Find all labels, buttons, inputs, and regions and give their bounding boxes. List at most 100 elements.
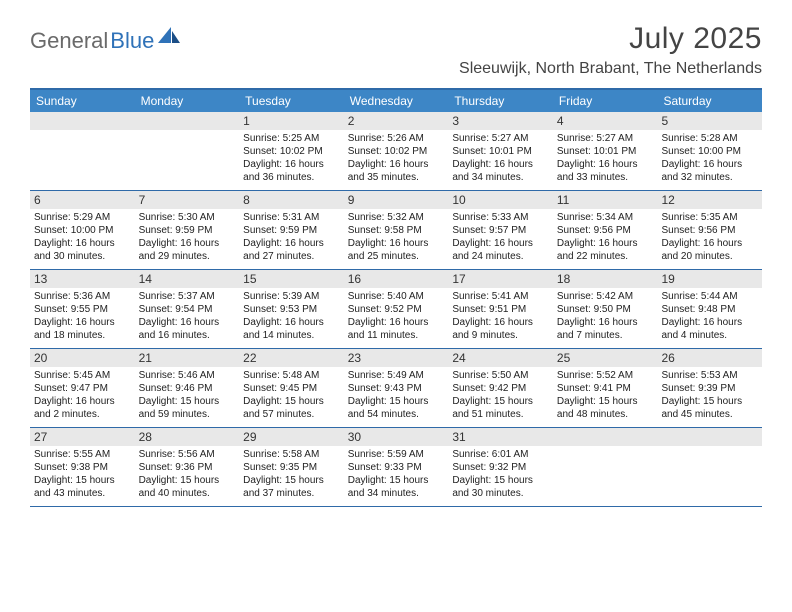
day-number: 1: [239, 112, 344, 130]
sunrise-line: Sunrise: 5:32 AM: [348, 211, 445, 224]
day-number: 4: [553, 112, 658, 130]
sunset-line: Sunset: 9:52 PM: [348, 303, 445, 316]
sunrise-line: Sunrise: 5:41 AM: [452, 290, 549, 303]
day-cell: 13Sunrise: 5:36 AMSunset: 9:55 PMDayligh…: [30, 270, 135, 348]
sunrise-line: Sunrise: 5:39 AM: [243, 290, 340, 303]
daylight-line: Daylight: 16 hours and 27 minutes.: [243, 237, 340, 263]
day-number: 7: [135, 191, 240, 209]
day-cell: 23Sunrise: 5:49 AMSunset: 9:43 PMDayligh…: [344, 349, 449, 427]
day-body: Sunrise: 5:37 AMSunset: 9:54 PMDaylight:…: [135, 288, 240, 348]
day-cell: [657, 428, 762, 506]
day-cell: 28 Sunrise: 5:56 AMSunset: 9:36 PMDayligh…: [135, 428, 240, 506]
daylight-line: Daylight: 16 hours and 2 minutes.: [34, 395, 131, 421]
day-cell: 21Sunrise: 5:46 AMSunset: 9:46 PMDayligh…: [135, 349, 240, 427]
daylight-line: Daylight: 15 hours and 54 minutes.: [348, 395, 445, 421]
sunrise-line: Sunrise: 5:58 AM: [243, 448, 340, 461]
daylight-line: Daylight: 16 hours and 16 minutes.: [139, 316, 236, 342]
daylight-line: Daylight: 16 hours and 36 minutes.: [243, 158, 340, 184]
day-number-empty: [553, 428, 658, 446]
day-cell: 30Sunrise: 5:59 AMSunset: 9:33 PMDayligh…: [344, 428, 449, 506]
day-cell: [30, 112, 135, 190]
sunrise-line: Sunrise: 5:59 AM: [348, 448, 445, 461]
day-body: Sunrise: 5:58 AMSunset: 9:35 PMDaylight:…: [239, 446, 344, 506]
day-cell: 5Sunrise: 5:28 AMSunset: 10:00 PMDayligh…: [657, 112, 762, 190]
day-cell: 2Sunrise: 5:26 AMSunset: 10:02 PMDayligh…: [344, 112, 449, 190]
day-number: 28: [135, 428, 240, 446]
week-row: 6Sunrise: 5:29 AMSunset: 10:00 PMDayligh…: [30, 191, 762, 270]
day-body: Sunrise: 5:52 AMSunset: 9:41 PMDaylight:…: [553, 367, 658, 427]
location: Sleeuwijk, North Brabant, The Netherland…: [459, 60, 762, 78]
day-number: 5: [657, 112, 762, 130]
sunrise-line: Sunrise: 5:45 AM: [34, 369, 131, 382]
day-header: Sunday: [30, 90, 135, 112]
day-cell: 3Sunrise: 5:27 AMSunset: 10:01 PMDayligh…: [448, 112, 553, 190]
day-cell: 19Sunrise: 5:44 AMSunset: 9:48 PMDayligh…: [657, 270, 762, 348]
daylight-line: Daylight: 16 hours and 25 minutes.: [348, 237, 445, 263]
day-body: Sunrise: 5:34 AMSunset: 9:56 PMDaylight:…: [553, 209, 658, 269]
daylight-line: Daylight: 16 hours and 4 minutes.: [661, 316, 758, 342]
daylight-line: Daylight: 16 hours and 20 minutes.: [661, 237, 758, 263]
day-number: 11: [553, 191, 658, 209]
day-number: 13: [30, 270, 135, 288]
sunset-line: Sunset: 9:36 PM: [139, 461, 236, 474]
sunrise-line: Sunrise: 5:27 AM: [557, 132, 654, 145]
daylight-line: Daylight: 15 hours and 40 minutes.: [139, 474, 236, 500]
day-body: Sunrise: 5:28 AMSunset: 10:00 PMDaylight…: [657, 130, 762, 190]
sunrise-line: Sunrise: 5:31 AM: [243, 211, 340, 224]
sunrise-line: Sunrise: 5:46 AM: [139, 369, 236, 382]
day-number: 8: [239, 191, 344, 209]
sunset-line: Sunset: 9:46 PM: [139, 382, 236, 395]
day-cell: 22Sunrise: 5:48 AMSunset: 9:45 PMDayligh…: [239, 349, 344, 427]
sunset-line: Sunset: 9:59 PM: [243, 224, 340, 237]
sunset-line: Sunset: 9:53 PM: [243, 303, 340, 316]
daylight-line: Daylight: 15 hours and 37 minutes.: [243, 474, 340, 500]
day-body-empty: [657, 446, 762, 498]
day-body: Sunrise: 5:26 AMSunset: 10:02 PMDaylight…: [344, 130, 449, 190]
sunrise-line: Sunrise: 5:30 AM: [139, 211, 236, 224]
sunrise-line: Sunrise: 5:33 AM: [452, 211, 549, 224]
header: GeneralBlue July 2025 Sleeuwijk, North B…: [30, 22, 762, 78]
daylight-line: Daylight: 16 hours and 32 minutes.: [661, 158, 758, 184]
day-number: 22: [239, 349, 344, 367]
day-number: 9: [344, 191, 449, 209]
week-row: 1Sunrise: 5:25 AMSunset: 10:02 PMDayligh…: [30, 112, 762, 191]
day-cell: 31Sunrise: 6:01 AMSunset: 9:32 PMDayligh…: [448, 428, 553, 506]
sunrise-line: Sunrise: 5:36 AM: [34, 290, 131, 303]
sunset-line: Sunset: 9:51 PM: [452, 303, 549, 316]
day-number: 29: [239, 428, 344, 446]
sunset-line: Sunset: 9:50 PM: [557, 303, 654, 316]
day-body-empty: [135, 130, 240, 182]
day-header: Monday: [135, 90, 240, 112]
day-number: 24: [448, 349, 553, 367]
day-body: Sunrise: 6:01 AMSunset: 9:32 PMDaylight:…: [448, 446, 553, 506]
sunrise-line: Sunrise: 5:56 AM: [139, 448, 236, 461]
day-cell: 26Sunrise: 5:53 AMSunset: 9:39 PMDayligh…: [657, 349, 762, 427]
sunset-line: Sunset: 9:39 PM: [661, 382, 758, 395]
week-row: 13Sunrise: 5:36 AMSunset: 9:55 PMDayligh…: [30, 270, 762, 349]
day-cell: 8 Sunrise: 5:31 AMSunset: 9:59 PMDaylight…: [239, 191, 344, 269]
day-body: Sunrise: 5:27 AMSunset: 10:01 PMDaylight…: [448, 130, 553, 190]
sunset-line: Sunset: 9:47 PM: [34, 382, 131, 395]
day-body: Sunrise: 5:50 AMSunset: 9:42 PMDaylight:…: [448, 367, 553, 427]
day-header: Friday: [553, 90, 658, 112]
title-block: July 2025 Sleeuwijk, North Brabant, The …: [459, 22, 762, 78]
daylight-line: Daylight: 16 hours and 9 minutes.: [452, 316, 549, 342]
day-cell: 25Sunrise: 5:52 AMSunset: 9:41 PMDayligh…: [553, 349, 658, 427]
sunset-line: Sunset: 9:35 PM: [243, 461, 340, 474]
sunset-line: Sunset: 9:48 PM: [661, 303, 758, 316]
day-body: Sunrise: 5:39 AMSunset: 9:53 PMDaylight:…: [239, 288, 344, 348]
sunset-line: Sunset: 9:38 PM: [34, 461, 131, 474]
sunset-line: Sunset: 9:43 PM: [348, 382, 445, 395]
day-body: Sunrise: 5:49 AMSunset: 9:43 PMDaylight:…: [344, 367, 449, 427]
day-body: Sunrise: 5:40 AMSunset: 9:52 PMDaylight:…: [344, 288, 449, 348]
month-title: July 2025: [459, 22, 762, 56]
day-number: 23: [344, 349, 449, 367]
day-body: Sunrise: 5:41 AMSunset: 9:51 PMDaylight:…: [448, 288, 553, 348]
day-cell: 29Sunrise: 5:58 AMSunset: 9:35 PMDayligh…: [239, 428, 344, 506]
day-number: 31: [448, 428, 553, 446]
sunset-line: Sunset: 9:32 PM: [452, 461, 549, 474]
daylight-line: Daylight: 16 hours and 14 minutes.: [243, 316, 340, 342]
day-cell: [553, 428, 658, 506]
day-number: 14: [135, 270, 240, 288]
day-cell: 17Sunrise: 5:41 AMSunset: 9:51 PMDayligh…: [448, 270, 553, 348]
